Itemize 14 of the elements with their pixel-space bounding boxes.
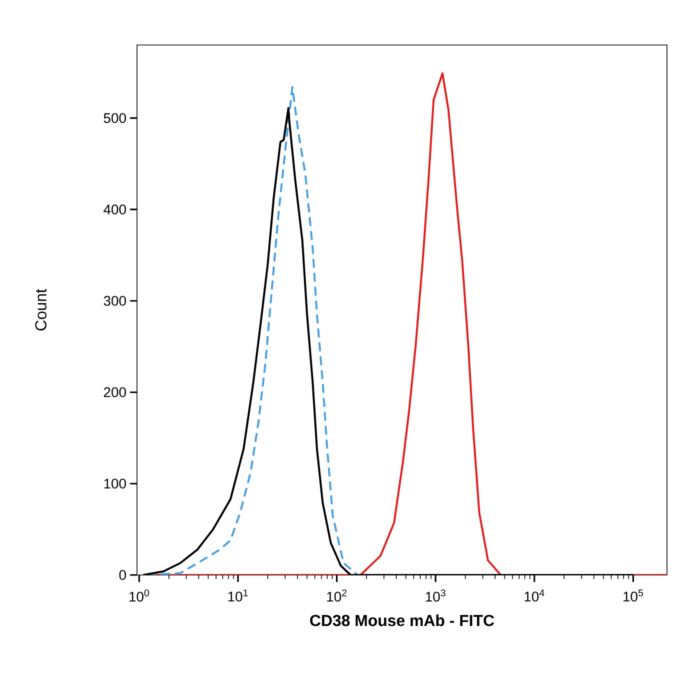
x-tick-label: 10$^{1}$	[228, 589, 248, 602]
y-axis-title: Count	[35, 288, 46, 330]
y-tick-label: 500	[104, 113, 126, 124]
y-tick-label: 400	[104, 204, 126, 214]
x-tick-label: 10$^{2}$	[327, 589, 347, 602]
y-tick-label: 200	[104, 387, 126, 398]
x-axis-title: CD38 Mouse mAb - FITC	[310, 614, 494, 626]
x-tick-label: 10$^{3}$	[426, 589, 446, 602]
y-tick-label: 0	[119, 570, 126, 580]
x-tick-label: 10$^{0}$	[130, 589, 150, 602]
y-tick-label: 100	[104, 478, 126, 489]
x-tick-label: 10$^{5}$	[624, 589, 643, 602]
y-tick-label: 300	[104, 296, 126, 306]
x-tick-label: 10$^{4}$	[524, 589, 544, 602]
